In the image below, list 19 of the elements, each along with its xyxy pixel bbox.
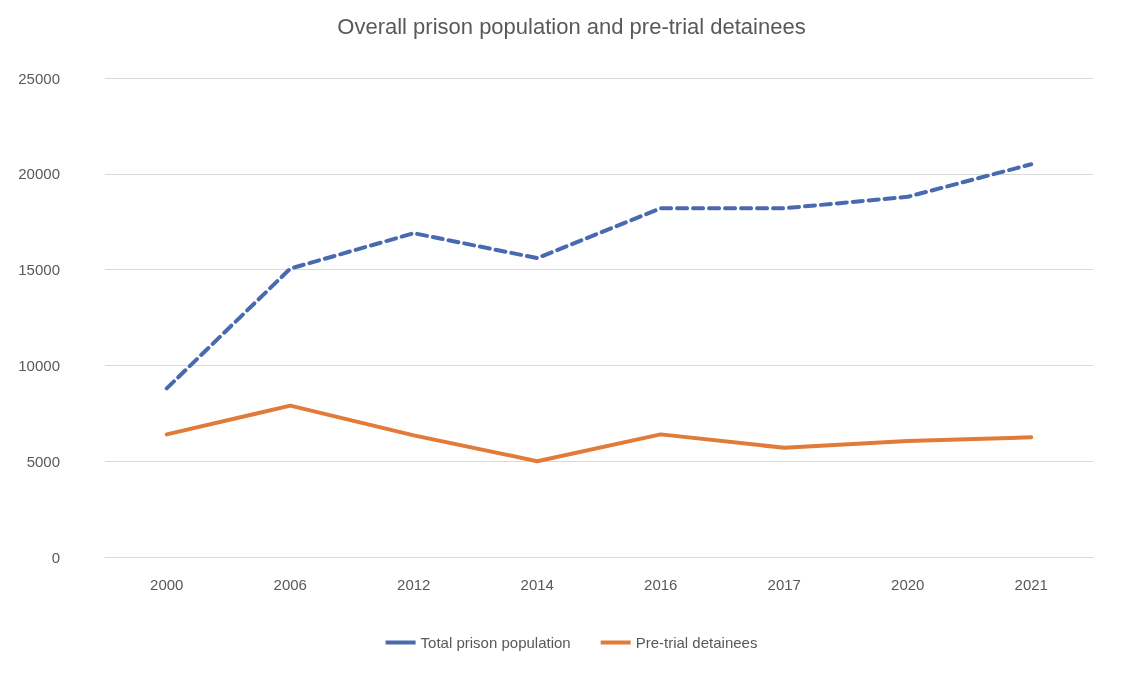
y-tick-label: 15000 [18,261,60,279]
x-tick-label: 2017 [767,576,801,593]
legend-label: Pre-trial detainees [635,634,758,651]
x-tick-label: 2014 [520,576,554,593]
x-tick-label: 2006 [273,576,307,593]
line-series [164,403,1034,464]
y-tick-label: 20000 [18,165,60,183]
x-tick-label: 2000 [150,576,184,593]
y-tick-label: 10000 [18,356,60,374]
x-tick-label: 2012 [397,576,431,593]
y-tick-label: 5000 [26,452,60,470]
x-tick-label: 2020 [891,576,925,593]
legend-label: Total prison population [420,634,571,651]
line-series [164,162,1034,391]
x-tick-label: 2021 [1014,576,1048,593]
y-tick-label: 25000 [18,69,60,87]
x-tick-label: 2016 [644,576,678,593]
chart-title: Overall prison population and pre-trial detainees [337,13,806,39]
y-tick-label: 0 [51,548,60,566]
